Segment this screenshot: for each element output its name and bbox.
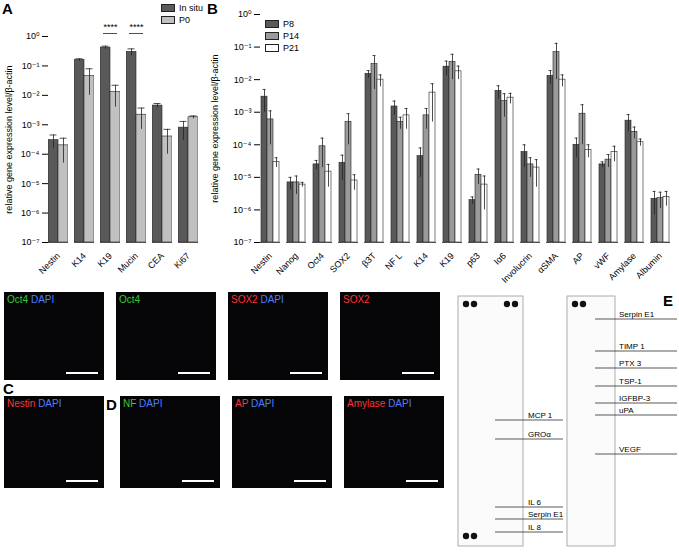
html-text:P8: P8	[283, 19, 294, 29]
html-text:A: A	[2, 0, 13, 17]
svg-text:10⁻²: 10⁻²	[22, 90, 40, 100]
svg-text:Ki67: Ki67	[172, 251, 192, 271]
html-text:In situ: In situ	[179, 3, 203, 13]
svg-text:AP: AP	[570, 251, 586, 267]
svg-text:Serpin E1: Serpin E1	[619, 310, 655, 319]
svg-text:10⁻⁷: 10⁻⁷	[233, 237, 251, 247]
svg-text:PTX 3: PTX 3	[619, 359, 642, 368]
html-text:P0: P0	[179, 15, 190, 25]
svg-text:relative gene expression level: relative gene expression level/β-actin	[4, 65, 14, 213]
svg-text:GROα: GROα	[528, 430, 551, 439]
html-text:Oct4 DAPI: Oct4 DAPI	[7, 294, 55, 305]
html-text:B: B	[207, 0, 218, 17]
html-text:D: D	[106, 396, 117, 413]
svg-text:10⁰: 10⁰	[26, 31, 40, 41]
svg-text:Nanog: Nanog	[274, 251, 300, 277]
html-text:SOX2 DAPI: SOX2 DAPI	[231, 294, 284, 305]
svg-text:vWF: vWF	[592, 250, 613, 271]
svg-text:VEGF: VEGF	[619, 445, 641, 454]
html-text:Oct4: Oct4	[119, 294, 141, 305]
svg-text:10⁻⁴: 10⁻⁴	[233, 140, 252, 150]
svg-text:TIMP 1: TIMP 1	[619, 342, 645, 351]
svg-text:Iα6: Iα6	[492, 251, 508, 267]
svg-text:NF L: NF L	[383, 251, 404, 272]
svg-text:p63: p63	[464, 251, 482, 269]
svg-text:uPA: uPA	[619, 406, 634, 415]
svg-text:10⁻⁵: 10⁻⁵	[233, 172, 252, 182]
svg-text:TSP-1: TSP-1	[619, 377, 642, 386]
svg-text:10⁻⁷: 10⁻⁷	[21, 237, 39, 247]
svg-text:αSMA: αSMA	[535, 251, 560, 276]
svg-text:10⁻³: 10⁻³	[22, 120, 40, 130]
svg-text:10⁻³: 10⁻³	[234, 107, 252, 117]
svg-text:MCP 1: MCP 1	[528, 411, 553, 420]
svg-text:Nestin: Nestin	[37, 251, 62, 276]
html-text:AP DAPI: AP DAPI	[235, 398, 275, 409]
svg-text:SOX2: SOX2	[328, 251, 352, 275]
svg-text:Amylase: Amylase	[606, 251, 637, 282]
svg-text:K14: K14	[412, 251, 430, 269]
svg-text:CEA: CEA	[146, 251, 166, 271]
svg-text:10⁻⁶: 10⁻⁶	[233, 205, 252, 215]
html-text:SOX2: SOX2	[343, 294, 370, 305]
svg-text:IGFBP-3: IGFBP-3	[619, 394, 651, 403]
svg-text:10⁻²: 10⁻²	[234, 75, 252, 85]
html-text:C: C	[3, 380, 14, 397]
html-text:NF DAPI: NF DAPI	[123, 398, 163, 409]
svg-text:relative gene expression level: relative gene expression level/β-actin	[210, 54, 220, 202]
svg-text:Serpin E1: Serpin E1	[528, 510, 564, 519]
svg-text:10⁻⁵: 10⁻⁵	[21, 179, 40, 189]
svg-text:****: ****	[129, 22, 144, 32]
svg-text:Albumin: Albumin	[634, 251, 664, 281]
svg-text:Nestin: Nestin	[249, 251, 274, 276]
svg-text:Mucin: Mucin	[116, 251, 140, 275]
svg-text:10⁻¹: 10⁻¹	[234, 42, 252, 52]
svg-text:K19: K19	[96, 251, 114, 269]
svg-text:IL 8: IL 8	[528, 523, 542, 532]
svg-text:Involucrin: Involucrin	[500, 251, 534, 285]
svg-text:10⁰: 10⁰	[238, 9, 252, 19]
svg-text:K14: K14	[70, 251, 88, 269]
html-text:Nestin DAPI: Nestin DAPI	[7, 398, 62, 409]
svg-text:K19: K19	[438, 251, 456, 269]
svg-text:Oct4: Oct4	[305, 251, 326, 272]
html-text:Amylase DAPI: Amylase DAPI	[347, 398, 412, 409]
svg-text:β3T: β3T	[360, 250, 379, 269]
svg-text:10⁻⁴: 10⁻⁴	[21, 149, 40, 159]
html-text:P21: P21	[283, 43, 299, 53]
svg-text:E: E	[663, 292, 673, 309]
svg-text:10⁻¹: 10⁻¹	[22, 61, 40, 71]
html-text:P14: P14	[283, 31, 299, 41]
svg-text:10⁻⁶: 10⁻⁶	[21, 208, 40, 218]
svg-text:IL 6: IL 6	[528, 498, 542, 507]
svg-text:****: ****	[103, 22, 118, 32]
